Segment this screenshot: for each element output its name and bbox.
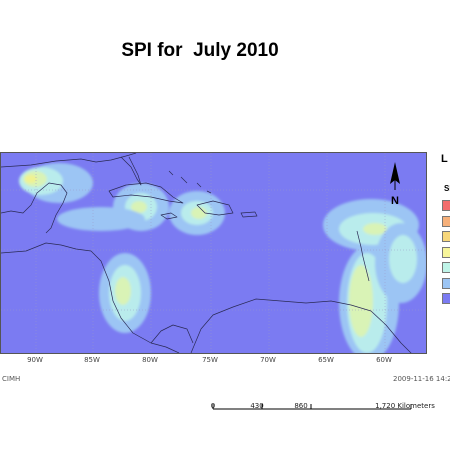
legend-subtitle: SP: [444, 184, 450, 193]
legend-swatch-4: [442, 246, 450, 258]
map-panel: [0, 152, 427, 354]
puerto-rico: [240, 211, 258, 218]
legend-swatch-6: [442, 277, 450, 289]
legend-swatch-5: [442, 262, 450, 273]
anomaly-leeward-north-level-3: [363, 223, 387, 235]
cuba: [108, 182, 184, 204]
lesser-antilles: [356, 230, 370, 282]
scale-bar: [212, 404, 412, 410]
anomaly-honduras-level-3: [115, 277, 131, 305]
usa-gulf-coast: [1, 153, 137, 168]
lon-label-60w: 60W: [376, 356, 392, 364]
lon-label-90w: 90W: [27, 356, 43, 364]
jamaica: [160, 212, 178, 220]
anomaly-cuba-east-level-3: [191, 207, 207, 219]
scale-label-1720: 1,720 Kilometers: [375, 402, 435, 410]
north-arrow-icon: N: [390, 162, 400, 207]
florida: [120, 156, 142, 186]
legend-swatch-2: [442, 215, 450, 227]
hispaniola: [196, 200, 234, 216]
legend-title: L: [441, 153, 448, 165]
lon-label-70w: 70W: [260, 356, 276, 364]
south-america: [190, 298, 412, 353]
lon-label-65w: 65W: [318, 356, 334, 364]
scale-label-0: 0: [210, 402, 216, 410]
legend-swatch-1: [442, 200, 450, 211]
anomaly-cayman-level-3: [131, 201, 147, 213]
anomaly-atlantic-east-level-2: [389, 235, 417, 283]
anomaly-leeward-south-level-3: [349, 265, 373, 337]
panama-colombia: [150, 324, 194, 344]
graticule: [1, 153, 426, 353]
lon-label-85w: 85W: [84, 356, 100, 364]
mexico-yucatan: [1, 182, 68, 234]
legend-swatch-3: [442, 231, 450, 242]
anomaly-yucatan-level-4: [25, 175, 37, 183]
legend-swatch-7: [442, 293, 450, 304]
spi-map: [1, 153, 426, 353]
spi-contours: [19, 163, 426, 353]
map-datestamp: 2009-11-16 14:23: [393, 375, 450, 383]
coastlines: [1, 153, 412, 353]
north-arrow-label: N: [391, 195, 399, 207]
scale-label-430: 430: [250, 402, 264, 410]
lon-label-80w: 80W: [142, 356, 158, 364]
scale-label-860: 860: [294, 402, 308, 410]
lon-label-75w: 75W: [202, 356, 218, 364]
bahamas: [168, 170, 212, 194]
map-title: SPI for July 2010: [121, 40, 279, 61]
anomaly-bridge-level-1: [57, 207, 145, 231]
central-america: [1, 242, 180, 353]
map-credit: CIMH: [2, 375, 21, 383]
